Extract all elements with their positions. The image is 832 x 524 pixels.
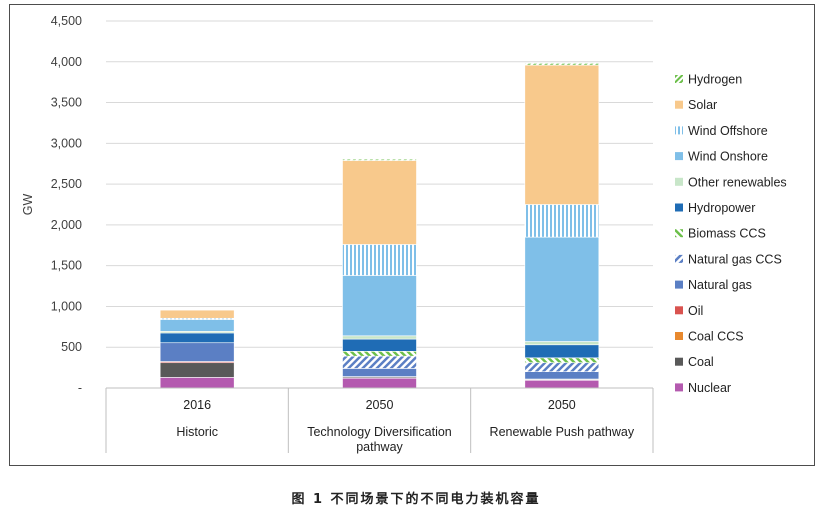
legend-swatch <box>675 152 683 161</box>
bar-segment-wind-offshore <box>342 244 417 276</box>
y-tick-label: 1,000 <box>51 299 82 313</box>
bar-stack-3 <box>524 63 600 389</box>
legend-item-oil: Oil <box>675 304 703 318</box>
y-tick-label: 1,500 <box>51 259 82 273</box>
bar-segment-natural-gas <box>342 368 417 377</box>
bar-segment-biomass-ccs <box>342 350 417 357</box>
legend-label: Natural gas CCS <box>688 252 782 266</box>
legend-swatch <box>675 357 683 366</box>
category-scenario-label: Renewable Push pathway <box>490 425 635 439</box>
legend-swatch <box>675 254 683 263</box>
y-axis-title: GW <box>21 194 35 216</box>
stacked-bar-chart: - 500 1,000 1,500 2,000 2,500 3,000 3,500 4,000 4… <box>21 14 787 454</box>
bar-segment-coal <box>159 362 235 378</box>
bar-segment-hydropower <box>342 338 417 352</box>
bar-segment-other-renewables <box>524 341 600 346</box>
bar-segment-hydropower <box>524 344 600 359</box>
category-scenario-label: Historic <box>176 425 218 439</box>
legend-label: Coal CCS <box>688 330 744 344</box>
legend-item-coal: Coal <box>675 355 714 369</box>
bar-segment-solar <box>524 64 600 205</box>
legend-swatch <box>675 75 683 83</box>
category-scenario-label: Technology Diversification pathway <box>307 425 452 454</box>
legend-item-natural-gas: Natural gas <box>675 278 752 292</box>
legend-swatch <box>675 126 683 135</box>
y-tick-label: 500 <box>61 340 82 354</box>
y-tick-label: 2,500 <box>51 177 82 191</box>
category-year-label: 2050 <box>548 398 576 412</box>
bar-segment-wind-onshore <box>342 275 417 337</box>
y-tick-label: 2,000 <box>51 218 82 232</box>
category-table: 2016 Historic 2050 Technology Diversificati… <box>105 387 654 454</box>
bar-segment-hydropower <box>159 332 235 344</box>
bar-segment-solar <box>342 160 417 245</box>
legend-swatch <box>675 100 683 109</box>
y-tick-label: - <box>78 381 82 395</box>
legend-label: Oil <box>688 304 703 318</box>
bar-segment-nuclear <box>342 377 417 389</box>
y-tick-label: 3,500 <box>51 96 82 110</box>
category-year-label: 2016 <box>183 398 211 412</box>
legend-label: Hydropower <box>688 201 755 215</box>
legend-label: Other renewables <box>688 175 787 189</box>
legend-item-biomass-ccs: Biomass CCS <box>675 227 766 241</box>
legend-label: Natural gas <box>688 278 752 292</box>
legend-swatch <box>675 280 683 289</box>
legend-label: Coal <box>688 355 714 369</box>
legend-item-natural-gas-ccs: Natural gas CCS <box>675 252 782 266</box>
y-tick-label: 4,500 <box>51 14 82 28</box>
y-tick-label: 4,000 <box>51 55 82 69</box>
bar-stack-2 <box>342 158 417 389</box>
legend-label: Wind Onshore <box>688 150 768 164</box>
legend-swatch <box>675 203 683 212</box>
bar-segment-wind-onshore <box>159 319 235 332</box>
bar-segment-hydrogen <box>342 158 417 161</box>
bar-segment-wind-onshore <box>524 236 600 342</box>
chart-frame: - 500 1,000 1,500 2,000 2,500 3,000 3,500 4,000 4… <box>9 4 815 466</box>
bar-stack-1 <box>159 309 235 389</box>
legend-item-other-renewables: Other renewables <box>675 175 787 189</box>
category-year-label: 2050 <box>366 398 394 412</box>
legend-item-hydropower: Hydropower <box>675 201 755 215</box>
legend-label: Nuclear <box>688 381 731 395</box>
legend-label: Biomass CCS <box>688 227 766 241</box>
bars <box>159 63 600 389</box>
bar-segment-other-renewables <box>342 335 417 340</box>
legend-swatch <box>675 177 683 186</box>
bar-segment-hydrogen <box>524 63 600 66</box>
bar-segment-natural-gas <box>159 342 235 362</box>
bar-segment-natural-gas <box>524 371 600 380</box>
legend-item-coal-ccs: Coal CCS <box>675 330 744 344</box>
legend-label: Hydrogen <box>688 73 742 87</box>
legend-label: Solar <box>688 98 717 112</box>
y-axis-ticks: - 500 1,000 1,500 2,000 2,500 3,000 3,500 4,000 4… <box>51 14 82 395</box>
legend-swatch <box>675 332 683 340</box>
legend-item-solar: Solar <box>675 98 717 112</box>
bar-segment-nuclear <box>159 377 235 389</box>
legend-item-wind-offshore: Wind Offshore <box>675 124 768 138</box>
legend-item-hydrogen: Hydrogen <box>675 73 742 87</box>
legend: Hydrogen Solar Wind Offshore Wind Onshore Ot… <box>675 73 787 395</box>
bar-segment-natural-gas-ccs <box>524 362 600 372</box>
bar-segment-wind-offshore <box>524 204 600 238</box>
figure-caption: 图 1 不同场景下的不同电力装机容量 <box>291 492 541 507</box>
legend-item-wind-onshore: Wind Onshore <box>675 150 768 164</box>
legend-swatch <box>675 229 683 238</box>
legend-swatch <box>675 306 683 315</box>
bar-segment-biomass-ccs <box>524 357 600 364</box>
y-tick-label: 3,000 <box>51 136 82 150</box>
bar-segment-nuclear <box>524 379 600 389</box>
bar-segment-solar <box>159 309 235 319</box>
bar-segment-natural-gas-ccs <box>342 355 417 369</box>
legend-item-nuclear: Nuclear <box>675 381 731 395</box>
legend-swatch <box>675 383 683 392</box>
legend-label: Wind Offshore <box>688 124 768 138</box>
